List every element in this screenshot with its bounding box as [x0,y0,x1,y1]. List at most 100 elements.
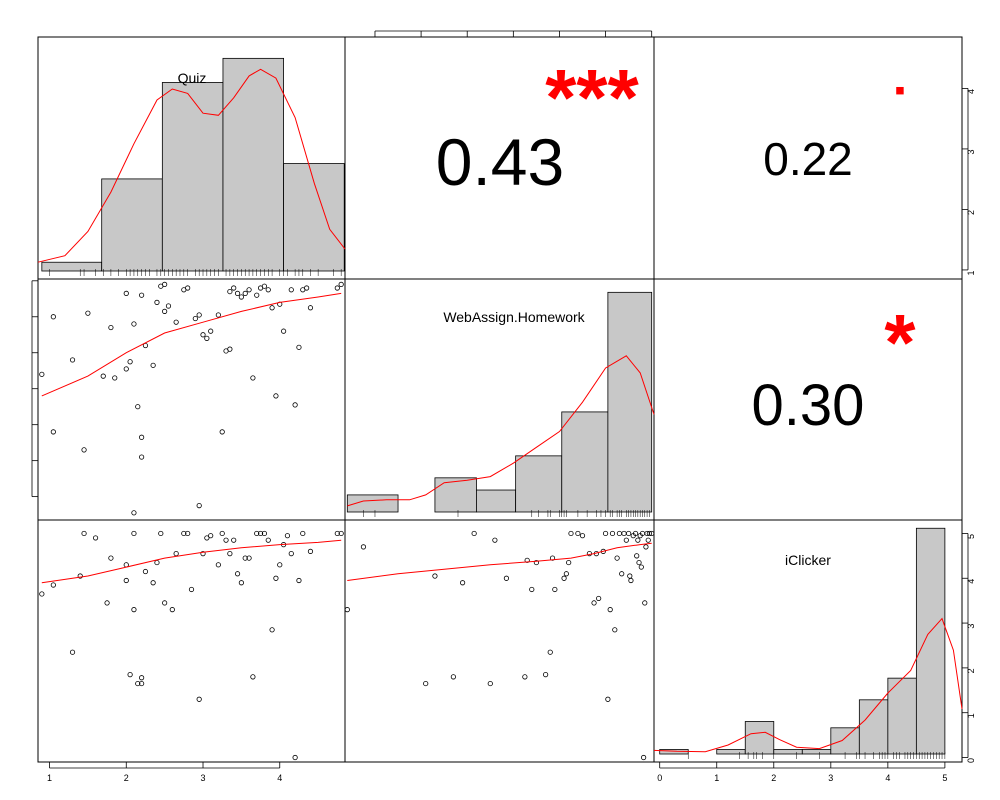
scatter-point [280,328,287,334]
scatter-point [605,696,611,702]
scatter-point [307,305,314,311]
scatter-point [231,285,237,291]
scatter-point [131,607,137,613]
scatter-point [307,548,314,554]
scatter-point [192,315,198,322]
tick-label: 2 [771,773,776,783]
histogram-bar [830,727,860,755]
scatter-point [642,600,648,606]
scatter-point [632,530,639,537]
scatter-point [219,429,225,435]
scatter-point [100,373,106,379]
scatter-point [616,530,623,537]
histogram-bar [561,411,609,513]
histogram-bar [744,721,775,755]
scatter-point [568,530,574,537]
scatter-point [265,537,271,543]
scatter-point [81,530,87,537]
scatter-point [628,577,634,584]
scatter-point [162,600,168,606]
scatter-point [344,607,350,613]
histogram-bar [858,699,889,755]
scatter-point [227,288,233,295]
scatter-point [238,294,244,300]
scatter-point [334,285,340,291]
tick-label: 1 [966,270,976,275]
scatter-point [219,530,225,537]
scatter-point [185,285,191,291]
scatter-point [579,533,586,539]
scatter-point [641,754,647,761]
scatter-point [621,530,627,537]
tick-label: 1 [714,773,719,783]
scatter-point [284,533,291,539]
scatter-point [173,551,179,557]
scatter-point [432,573,438,579]
scatter-point [50,582,56,588]
scatter-point [39,371,45,377]
histogram-bar [434,477,477,513]
scatter-point [162,308,168,314]
scatter-point [638,564,644,570]
scatter-point [561,575,567,581]
tick-label: 0 [657,773,662,783]
scatter-point [450,674,456,680]
scatter-point [154,299,160,305]
scatter-point [162,281,168,287]
scatter-point [108,324,114,331]
scatter-point [250,674,256,680]
scatter-point [77,573,83,579]
scatter-point [131,530,137,537]
scatter-point [261,530,268,537]
density-curve [347,355,655,507]
scatter-point [338,530,344,537]
scatter-point [626,530,632,537]
panel-1-0 [37,278,346,521]
panel-2-0 [37,519,346,763]
scatter-point [112,375,118,381]
scatter-point [609,530,616,537]
histogram-bar [887,677,917,755]
scatter-point [123,577,129,584]
scatter-point [292,754,298,761]
scatter-point [423,680,429,687]
histogram-bar [773,749,803,755]
histogram-bar [161,82,224,272]
scatter-point [563,571,569,577]
scatter-point [607,607,613,613]
scatter-point [269,627,275,633]
scatter-point [250,375,256,381]
scatter-point [549,555,556,561]
tick-label: 2 [966,668,976,673]
scatter-point [208,533,214,539]
scatter-point [227,551,233,557]
scatter-point [288,551,294,557]
tick-label: 0 [966,758,976,763]
significance-stars: *** [545,53,639,142]
scatter-point [139,454,145,460]
scatter-point [215,562,221,568]
scatter-point [139,292,145,298]
scatter-point [334,530,340,537]
scatter-point [108,555,114,561]
histogram-bar [41,261,103,272]
scatter-point [292,402,298,408]
scatter-point [596,595,602,602]
scatter-point [575,530,581,537]
scatter-point [296,577,302,584]
histogram-bar [915,527,946,755]
tick-label: 3 [201,773,206,783]
scatter-point [234,290,241,296]
scatter-point [39,591,45,597]
correlation-value: 0.30 [752,373,865,438]
scatter-point [181,530,187,537]
tick-label: 2 [966,210,976,215]
scatter-point [127,672,133,678]
scatter-point [238,580,244,586]
variable-label: WebAssign.Homework [443,309,585,325]
histogram-bar [101,178,163,272]
scatter-point [135,404,141,410]
scatter-point [204,535,210,541]
scatter-point [204,335,210,341]
scatter-point [645,537,651,543]
